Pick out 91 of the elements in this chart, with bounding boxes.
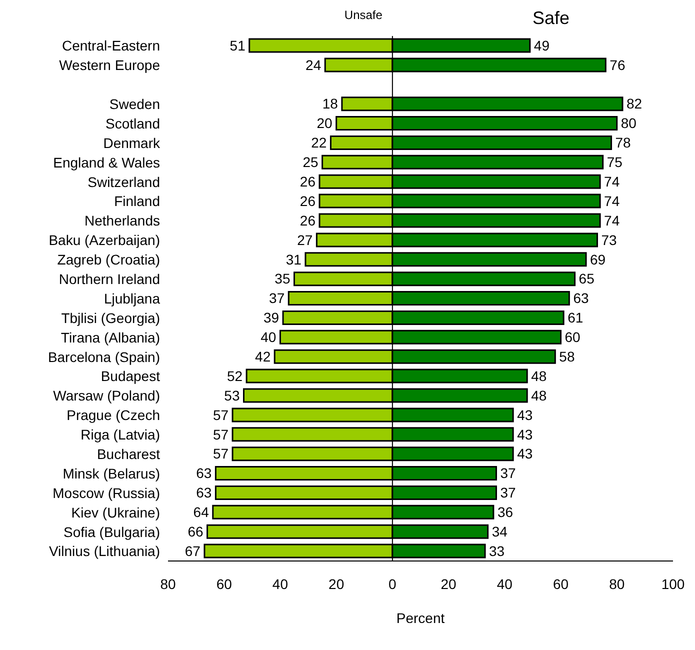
x-tick-label: 60 (216, 576, 232, 592)
data-label: 35 (274, 270, 290, 287)
data-label: 39 (263, 310, 280, 326)
data-label: 65 (578, 270, 595, 287)
data-label: 26 (300, 174, 316, 190)
y-tick-label: Baku (Azerbaijan) (48, 232, 160, 248)
y-tick-label: Prague (Czech (66, 407, 160, 424)
data-label: 51 (230, 37, 246, 54)
data-label: 69 (590, 251, 606, 268)
x-axis-title: Percent (396, 610, 445, 626)
y-tick-label: Switzerland (88, 174, 160, 190)
y-tick-label: Denmark (103, 134, 161, 151)
data-label: 66 (188, 524, 204, 540)
y-tick-label: Ljubljana (104, 290, 160, 306)
y-tick-label: Tirana (Albania) (60, 329, 160, 346)
data-label: 63 (196, 484, 212, 501)
data-label: 36 (497, 504, 514, 520)
y-tick-label: Bucharest (96, 446, 160, 462)
data-label: 76 (610, 56, 626, 73)
x-tick-label: 80 (609, 576, 625, 592)
data-label: 43 (517, 406, 533, 423)
y-tick-label: Western Europe (59, 57, 160, 74)
data-label: 52 (226, 368, 243, 384)
y-tick-label: Minsk (Belarus) (62, 465, 160, 482)
x-tick-label: 100 (661, 576, 685, 592)
y-tick-label: Finland (114, 193, 160, 210)
data-label: 33 (489, 542, 505, 559)
data-label: 27 (297, 232, 313, 248)
data-label: 20 (316, 115, 333, 132)
x-tick-label: 80 (160, 576, 176, 592)
data-label: 25 (302, 154, 319, 170)
data-label: 57 (212, 426, 229, 442)
data-label: 73 (601, 232, 618, 248)
data-label: 61 (568, 310, 584, 326)
data-label: 57 (212, 406, 229, 423)
data-label: 37 (500, 465, 516, 482)
data-label: 63 (573, 290, 589, 306)
x-tick-label: 60 (552, 576, 569, 592)
series-label: Unsafe (343, 8, 382, 22)
x-tick-label: 20 (440, 576, 457, 592)
data-label: 67 (184, 542, 201, 559)
y-tick-label: Tbjlisi (Georgia) (61, 310, 160, 326)
y-tick-label: Warsaw (Poland) (53, 388, 160, 404)
data-label: 26 (300, 212, 316, 228)
x-tick-label: 20 (328, 576, 344, 592)
y-tick-label: Vilnius (Lithuania) (48, 543, 160, 560)
data-label: 34 (492, 524, 508, 540)
x-tick-label: 40 (272, 576, 288, 592)
x-tick-label: 40 (496, 576, 513, 592)
y-tick-label: Zagreb (Croatia) (57, 252, 160, 268)
y-tick-label: Riga (Latvia) (80, 426, 160, 443)
data-label: 43 (517, 426, 533, 442)
data-label: 75 (606, 154, 623, 170)
data-label: 48 (531, 387, 547, 404)
data-label: 24 (306, 56, 322, 73)
y-tick-label: Budapest (100, 368, 160, 384)
data-label: 60 (564, 329, 581, 346)
y-tick-label: Sofia (Bulgaria) (64, 524, 160, 540)
data-label: 74 (604, 174, 620, 190)
data-label: 80 (620, 115, 637, 132)
data-label: 58 (559, 348, 575, 365)
data-label: 42 (255, 348, 271, 365)
data-label: 37 (500, 484, 516, 501)
data-label: 53 (224, 387, 240, 404)
data-label: 49 (534, 37, 550, 54)
data-label: 82 (626, 96, 642, 112)
x-tick-label: 0 (388, 576, 397, 592)
data-label: 22 (311, 134, 327, 151)
y-tick-label: Moscow (Russia) (52, 484, 160, 501)
data-label: 31 (286, 251, 302, 268)
y-tick-label: Central-Eastern (62, 38, 160, 54)
data-label: 63 (196, 465, 212, 482)
data-label: 57 (212, 446, 229, 462)
y-tick-label: Sweden (109, 96, 160, 112)
y-tick-label: Netherlands (84, 212, 160, 229)
data-label: 74 (604, 192, 620, 209)
data-label: 18 (322, 96, 338, 112)
data-label: 43 (517, 446, 533, 462)
data-label: 64 (193, 504, 210, 520)
y-tick-label: Northern Ireland (58, 271, 160, 288)
y-tick-label: Barcelona (Spain) (48, 348, 160, 365)
series-label: Safe (532, 8, 570, 29)
data-label: 26 (300, 192, 316, 209)
data-label: 40 (260, 329, 276, 346)
data-label: 78 (615, 134, 632, 151)
y-tick-label: Scotland (106, 115, 160, 132)
y-tick-label: Kiev (Ukraine) (71, 504, 160, 520)
data-label: 37 (269, 290, 285, 306)
y-tick-label: England & Wales (53, 154, 160, 170)
data-label: 48 (531, 368, 547, 384)
data-label: 74 (604, 212, 620, 228)
